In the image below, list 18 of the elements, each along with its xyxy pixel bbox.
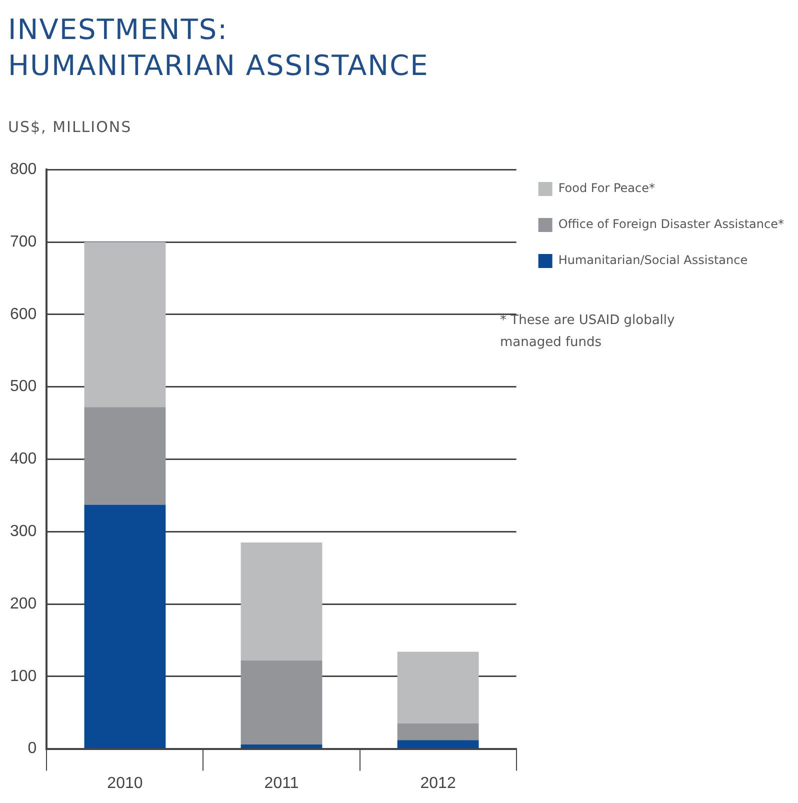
legend-label: Food For Peace* bbox=[558, 181, 656, 196]
y-tick-label: 400 bbox=[10, 450, 37, 468]
x-tick-label: 2010 bbox=[107, 774, 143, 792]
y-tick-label: 100 bbox=[10, 668, 37, 685]
annotation: * These are USAID globally managed funds bbox=[500, 312, 676, 352]
y-tick-label: 300 bbox=[10, 523, 37, 540]
legend-label: Office of Foreign Disaster Assistance* bbox=[558, 217, 784, 232]
chart-title: INVESTMENTS: HUMANITARIAN ASSISTANCE bbox=[8, 12, 429, 84]
y-tick-label: 200 bbox=[10, 595, 37, 612]
y-tick-label: 600 bbox=[10, 306, 37, 323]
x-tick-label: 2012 bbox=[420, 774, 456, 792]
x-tick-label: 2011 bbox=[264, 774, 299, 792]
legend-label: Humanitarian/Social Assistance bbox=[558, 253, 748, 268]
y-axis-title: US$, MILLIONS bbox=[8, 118, 132, 136]
y-tick-label: 500 bbox=[10, 378, 37, 396]
y-tick-label: 0 bbox=[28, 740, 37, 758]
y-tick-label: 800 bbox=[10, 161, 37, 178]
y-tick-label: 700 bbox=[10, 233, 37, 250]
